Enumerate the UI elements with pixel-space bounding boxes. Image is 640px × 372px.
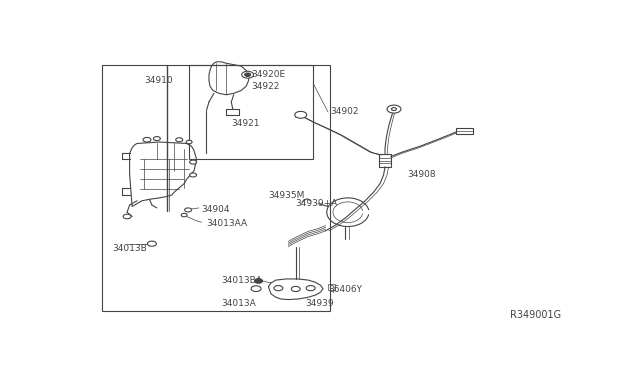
Text: 34013B: 34013B — [112, 244, 147, 253]
Circle shape — [154, 137, 161, 141]
Circle shape — [244, 73, 251, 76]
Circle shape — [143, 137, 151, 142]
Circle shape — [251, 286, 261, 292]
Bar — [189, 65, 313, 159]
Text: R349001G: R349001G — [510, 310, 561, 320]
Circle shape — [189, 173, 196, 177]
Text: 34902: 34902 — [330, 108, 359, 116]
Circle shape — [147, 241, 156, 246]
Text: 34013AA: 34013AA — [207, 219, 248, 228]
Text: 34013A: 34013A — [221, 299, 256, 308]
Bar — [102, 65, 330, 311]
Text: 34904: 34904 — [202, 205, 230, 214]
Circle shape — [185, 208, 191, 212]
Text: 34910: 34910 — [145, 76, 173, 85]
Circle shape — [295, 111, 307, 118]
Circle shape — [123, 214, 131, 219]
Circle shape — [274, 286, 283, 291]
Circle shape — [242, 71, 253, 78]
Text: 36406Y: 36406Y — [328, 285, 362, 294]
Circle shape — [387, 105, 401, 113]
Text: 34013BA: 34013BA — [221, 276, 262, 285]
Circle shape — [176, 138, 182, 142]
Circle shape — [306, 286, 315, 291]
Circle shape — [189, 160, 196, 164]
Text: 34922: 34922 — [251, 82, 280, 91]
Text: 34908: 34908 — [408, 170, 436, 179]
Text: 34939: 34939 — [306, 299, 334, 308]
Text: 34939+A: 34939+A — [296, 199, 338, 208]
Circle shape — [255, 279, 262, 283]
Circle shape — [186, 140, 192, 144]
Bar — [328, 284, 335, 289]
Bar — [379, 154, 391, 167]
Text: 34921: 34921 — [231, 119, 260, 128]
Circle shape — [291, 286, 300, 292]
Bar — [456, 128, 474, 134]
Text: 34935M: 34935M — [269, 190, 305, 199]
Text: 34920E: 34920E — [251, 70, 285, 79]
